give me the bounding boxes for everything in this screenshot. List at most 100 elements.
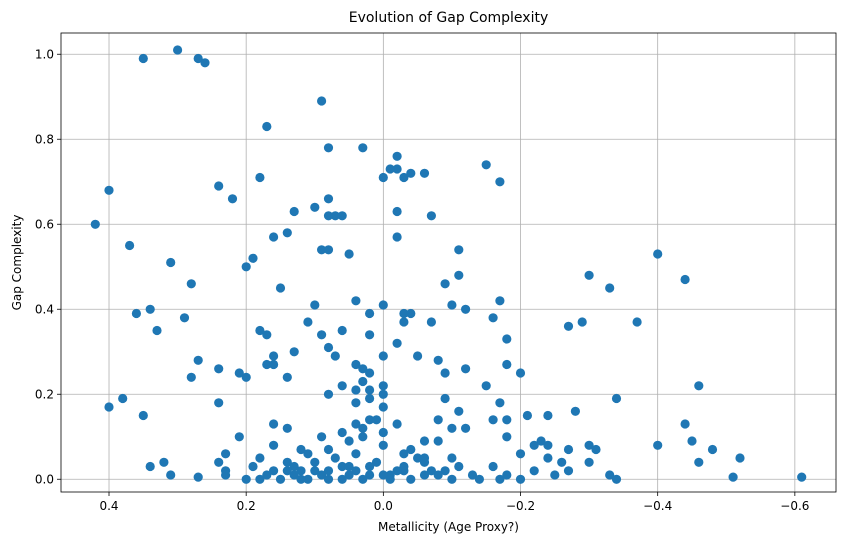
scatter-point bbox=[351, 359, 361, 370]
scatter-point bbox=[522, 410, 533, 421]
scatter-point bbox=[337, 427, 347, 438]
x-tick-label: −0.2 bbox=[506, 499, 535, 513]
scatter-point bbox=[227, 194, 238, 204]
y-tick-label: 0.0 bbox=[35, 472, 54, 486]
y-tick-label: 0.4 bbox=[35, 302, 54, 316]
scatter-point bbox=[145, 304, 155, 314]
scatter-point bbox=[426, 317, 436, 327]
scatter-point bbox=[193, 53, 203, 64]
scatter-point bbox=[344, 436, 354, 446]
scatter-point bbox=[515, 449, 526, 459]
scatter-point bbox=[179, 313, 190, 323]
scatter-point bbox=[344, 461, 354, 472]
scatter-point bbox=[440, 279, 450, 289]
scatter-point bbox=[378, 427, 388, 438]
scatter-point bbox=[515, 474, 526, 484]
scatter-point bbox=[584, 440, 594, 450]
scatter-point bbox=[303, 317, 313, 327]
scatter-point bbox=[563, 466, 574, 476]
scatter-point bbox=[419, 436, 430, 446]
scatter-point bbox=[317, 245, 327, 255]
scatter-point bbox=[570, 406, 581, 416]
scatter-point bbox=[399, 466, 409, 476]
scatter-point bbox=[419, 457, 430, 467]
scatter-point bbox=[323, 143, 334, 153]
scatter-point bbox=[358, 364, 368, 374]
scatter-point bbox=[317, 96, 327, 106]
scatter-point bbox=[234, 432, 244, 442]
scatter-point bbox=[138, 53, 148, 64]
scatter-point bbox=[214, 364, 224, 374]
scatter-point bbox=[221, 470, 231, 480]
scatter-point bbox=[406, 308, 416, 319]
scatter-point bbox=[378, 172, 388, 183]
scatter-point bbox=[241, 262, 251, 272]
scatter-point bbox=[358, 474, 368, 484]
scatter-point bbox=[653, 440, 663, 450]
scatter-point bbox=[495, 296, 505, 306]
scatter-point bbox=[358, 432, 368, 442]
plot-frame bbox=[60, 32, 837, 493]
scatter-point bbox=[358, 423, 368, 433]
data-points bbox=[90, 45, 807, 484]
scatter-point bbox=[433, 470, 443, 480]
scatter-point bbox=[200, 58, 210, 68]
scatter-point bbox=[632, 317, 642, 327]
y-tick-label: 0.8 bbox=[35, 132, 54, 146]
scatter-point bbox=[433, 355, 443, 365]
scatter-point bbox=[131, 308, 141, 319]
scatter-point bbox=[543, 410, 553, 421]
scatter-point bbox=[440, 393, 450, 404]
scatter-point bbox=[289, 470, 299, 480]
scatter-point bbox=[214, 181, 224, 191]
scatter-point bbox=[378, 381, 388, 391]
scatter-point bbox=[351, 296, 361, 306]
scatter-point bbox=[433, 415, 443, 425]
scatter-point bbox=[296, 466, 306, 476]
scatter-point bbox=[296, 444, 306, 455]
scatter-point bbox=[255, 453, 265, 463]
scatter-point bbox=[317, 470, 327, 480]
scatter-point bbox=[735, 453, 745, 463]
scatter-point bbox=[337, 474, 347, 484]
scatter-point bbox=[351, 385, 361, 395]
scatter-point bbox=[502, 334, 512, 344]
scatter-point bbox=[365, 308, 375, 319]
scatter-point bbox=[426, 466, 436, 476]
x-axis-ticks: 0.4 0.2 0.0 −0.2 −0.4 −0.6 bbox=[99, 492, 809, 513]
scatter-point bbox=[255, 172, 265, 183]
scatter-point bbox=[282, 372, 292, 382]
x-tick-label: 0.0 bbox=[374, 499, 393, 513]
scatter-point bbox=[529, 440, 539, 450]
scatter-point bbox=[365, 330, 375, 340]
scatter-point bbox=[399, 449, 409, 459]
scatter-point bbox=[337, 381, 347, 391]
scatter-point bbox=[399, 317, 409, 327]
scatter-point bbox=[323, 466, 334, 476]
scatter-point bbox=[413, 351, 423, 361]
scatter-point bbox=[365, 385, 375, 395]
scatter-point bbox=[385, 474, 395, 484]
scatter-point bbox=[310, 202, 320, 212]
scatter-point bbox=[289, 347, 299, 357]
scatter-point bbox=[262, 121, 272, 132]
scatter-point bbox=[323, 342, 334, 353]
scatter-point bbox=[269, 466, 279, 476]
scatter-point bbox=[269, 440, 279, 450]
scatter-point bbox=[323, 194, 334, 204]
scatter-point bbox=[447, 300, 457, 310]
scatter-point bbox=[515, 368, 526, 378]
scatter-point bbox=[104, 185, 114, 195]
scatter-point bbox=[241, 474, 251, 484]
scatter-point bbox=[481, 160, 491, 170]
scatter-point bbox=[303, 449, 313, 459]
scatter-point bbox=[413, 453, 423, 463]
scatter-point bbox=[728, 472, 738, 482]
scatter-point bbox=[365, 393, 375, 404]
scatter-point bbox=[159, 457, 169, 467]
scatter-point bbox=[214, 457, 224, 467]
x-tick-label: −0.6 bbox=[780, 499, 809, 513]
scatter-point bbox=[378, 351, 388, 361]
y-tick-label: 0.2 bbox=[35, 387, 54, 401]
scatter-point bbox=[392, 164, 402, 174]
